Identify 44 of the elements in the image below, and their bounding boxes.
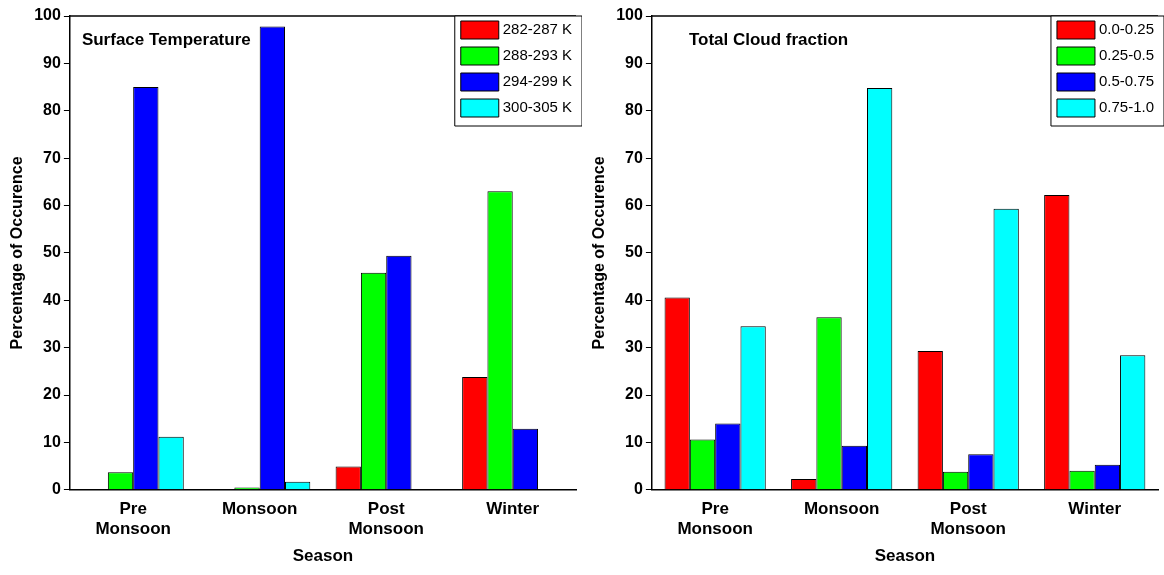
y-tick-label: 80 xyxy=(625,101,643,119)
x-tick-label: Winter xyxy=(1068,498,1122,518)
y-tick-label: 100 xyxy=(616,6,643,24)
legend-label: 0.75-1.0 xyxy=(1098,98,1155,116)
y-tick-label: 0 xyxy=(51,480,61,498)
legend-label: 300-305 K xyxy=(502,98,573,116)
y-tick-label: 40 xyxy=(625,290,643,308)
y-axis-title: Percentage of Occurence xyxy=(8,156,26,350)
x-tick-label: Post Monsoon xyxy=(930,498,1006,539)
y-tick-label: 40 xyxy=(43,290,61,308)
text: Total Cloud fraction xyxy=(688,29,849,49)
text: Surface Temperature xyxy=(81,29,251,49)
y-tick-label: 60 xyxy=(43,195,61,213)
y-tick-label: 100 xyxy=(34,6,61,24)
legend-label: 288-293 K xyxy=(502,46,573,64)
y-tick-label: 20 xyxy=(43,385,61,403)
y-tick-label: 30 xyxy=(43,338,61,356)
y-tick-label: 50 xyxy=(43,243,61,261)
y-tick-label: 90 xyxy=(43,53,61,71)
legend-label: 0.5-0.75 xyxy=(1098,72,1155,90)
y-tick-label: 80 xyxy=(43,101,61,119)
y-tick-label: 50 xyxy=(625,243,643,261)
y-tick-label: 60 xyxy=(625,195,643,213)
y-tick-label: 0 xyxy=(633,480,643,498)
x-tick-label: Post Monsoon xyxy=(348,498,424,539)
legend-label: 294-299 K xyxy=(502,72,573,90)
y-tick-label: 30 xyxy=(625,338,643,356)
x-tick-label: Monsoon xyxy=(221,498,298,518)
x-axis-title: Season xyxy=(874,546,936,566)
x-axis-title: Season xyxy=(292,546,354,566)
y-tick-label: 10 xyxy=(625,432,643,450)
y-tick-label: 90 xyxy=(625,53,643,71)
legend-label: 282-287 K xyxy=(502,20,573,38)
y-tick-label: 70 xyxy=(625,148,643,166)
y-tick-label: 10 xyxy=(43,432,61,450)
legend-label: 0.0-0.25 xyxy=(1098,20,1155,38)
x-tick-label: Pre Monsoon xyxy=(95,498,171,539)
x-tick-label: Winter xyxy=(486,498,540,518)
x-tick-label: Monsoon xyxy=(803,498,880,518)
y-axis-title: Percentage of Occurence xyxy=(590,156,608,350)
y-tick-label: 20 xyxy=(625,385,643,403)
x-tick-label: Pre Monsoon xyxy=(677,498,753,539)
legend-label: 0.25-0.5 xyxy=(1098,46,1155,64)
y-tick-label: 70 xyxy=(43,148,61,166)
